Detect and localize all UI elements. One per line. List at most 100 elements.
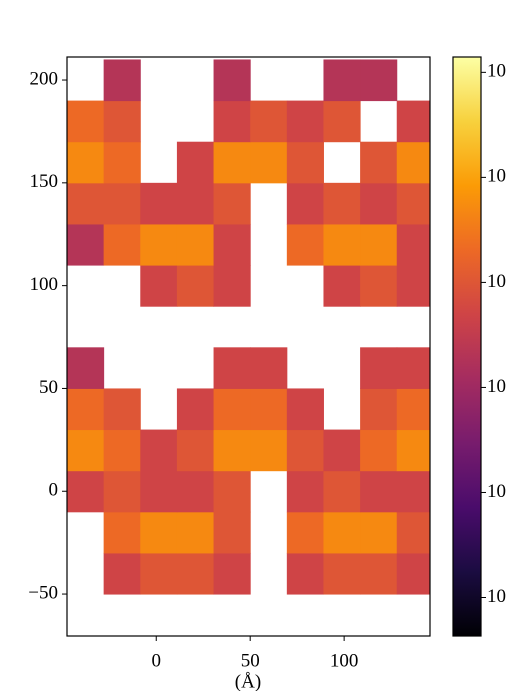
heat-cell <box>103 100 141 143</box>
heat-cell <box>250 388 288 431</box>
heat-cell <box>396 388 430 431</box>
heat-cell <box>396 470 430 513</box>
heat-cell <box>360 182 398 225</box>
heat-cell <box>103 223 141 266</box>
heat-cell <box>213 470 251 513</box>
heat-cell <box>286 511 324 554</box>
heatmap <box>67 59 430 595</box>
heat-cell <box>286 429 324 472</box>
heat-cell <box>396 141 430 184</box>
heat-cell <box>140 511 178 554</box>
heat-cell <box>360 59 398 102</box>
colorbar-tick-label: 10 <box>487 586 506 607</box>
heat-cell <box>140 552 178 595</box>
heat-cell <box>213 552 251 595</box>
heat-cell <box>140 429 178 472</box>
heat-cell <box>323 59 361 102</box>
heat-cell <box>250 429 288 472</box>
heat-cell <box>360 265 398 307</box>
heat-cell <box>250 141 288 184</box>
colorbar <box>452 56 482 637</box>
y-tick-label: −50 <box>28 582 58 603</box>
heat-cell <box>286 388 324 431</box>
heat-cell <box>396 100 430 143</box>
heat-cell <box>396 511 430 554</box>
colorbar-tick-label: 10 <box>487 376 506 397</box>
heat-cell <box>103 511 141 554</box>
heat-cell <box>213 182 251 225</box>
heat-cell <box>140 182 178 225</box>
heat-cell <box>176 470 215 513</box>
heat-cell <box>213 59 251 102</box>
x-tick-label: 100 <box>330 650 359 671</box>
heat-cell <box>323 552 361 595</box>
heat-cell <box>396 347 430 389</box>
x-tick-label: 50 <box>241 650 260 671</box>
heat-cell <box>360 388 398 431</box>
y-tick-label: 100 <box>30 274 59 295</box>
heat-cell <box>67 223 105 266</box>
heat-cell <box>360 511 398 554</box>
colorbar-tick-label: 10 <box>487 481 506 502</box>
heat-cell <box>140 470 178 513</box>
heat-cell <box>67 100 105 143</box>
heat-cell <box>176 388 215 431</box>
heat-cell <box>360 429 398 472</box>
heat-cell <box>213 347 251 389</box>
heat-cell <box>396 223 430 266</box>
heat-cell <box>323 429 361 472</box>
heat-cell <box>323 511 361 554</box>
heat-cell <box>67 429 105 472</box>
heat-cell <box>286 470 324 513</box>
heat-cell <box>213 429 251 472</box>
heat-cell <box>250 347 288 389</box>
heat-cell <box>103 59 141 102</box>
heat-cell <box>213 511 251 554</box>
heat-cell <box>67 470 105 513</box>
heat-cell <box>396 265 430 307</box>
heat-cell <box>213 141 251 184</box>
heat-cell <box>323 223 361 266</box>
heat-cell <box>323 100 361 143</box>
heat-cell <box>176 511 215 554</box>
heat-cell <box>176 141 215 184</box>
y-tick-label: 0 <box>49 480 59 501</box>
heat-cell <box>176 429 215 472</box>
heat-cell <box>103 552 141 595</box>
heat-cell <box>67 182 105 225</box>
heat-cell <box>286 552 324 595</box>
heat-cell <box>103 388 141 431</box>
x-axis-label: (Å) <box>235 671 261 691</box>
heat-cell <box>360 347 398 389</box>
heat-cell <box>360 552 398 595</box>
heat-cell <box>213 265 251 307</box>
plot-frame <box>66 56 431 637</box>
heat-cell <box>213 388 251 431</box>
x-tick-label: 0 <box>151 650 161 671</box>
heat-cell <box>396 182 430 225</box>
heat-cell <box>67 141 105 184</box>
colorbar-tick-label: 10 <box>487 61 506 82</box>
heat-cell <box>360 470 398 513</box>
heat-cell <box>286 100 324 143</box>
heat-cell <box>103 141 141 184</box>
heat-cell <box>323 265 361 307</box>
heat-cell <box>103 182 141 225</box>
heat-cell <box>286 141 324 184</box>
colorbar-tick-label: 10 <box>487 271 506 292</box>
heat-cell <box>176 223 215 266</box>
heat-cell <box>250 100 288 143</box>
heat-cell <box>286 182 324 225</box>
heat-cell <box>396 429 430 472</box>
heat-cell <box>67 347 105 389</box>
heat-cell <box>213 223 251 266</box>
y-tick-label: 200 <box>30 68 59 89</box>
heat-cell <box>323 182 361 225</box>
heat-cell <box>286 223 324 266</box>
heat-cell <box>176 182 215 225</box>
heat-cell <box>67 388 105 431</box>
heat-cell <box>323 470 361 513</box>
heat-cell <box>360 223 398 266</box>
heat-cell <box>140 223 178 266</box>
